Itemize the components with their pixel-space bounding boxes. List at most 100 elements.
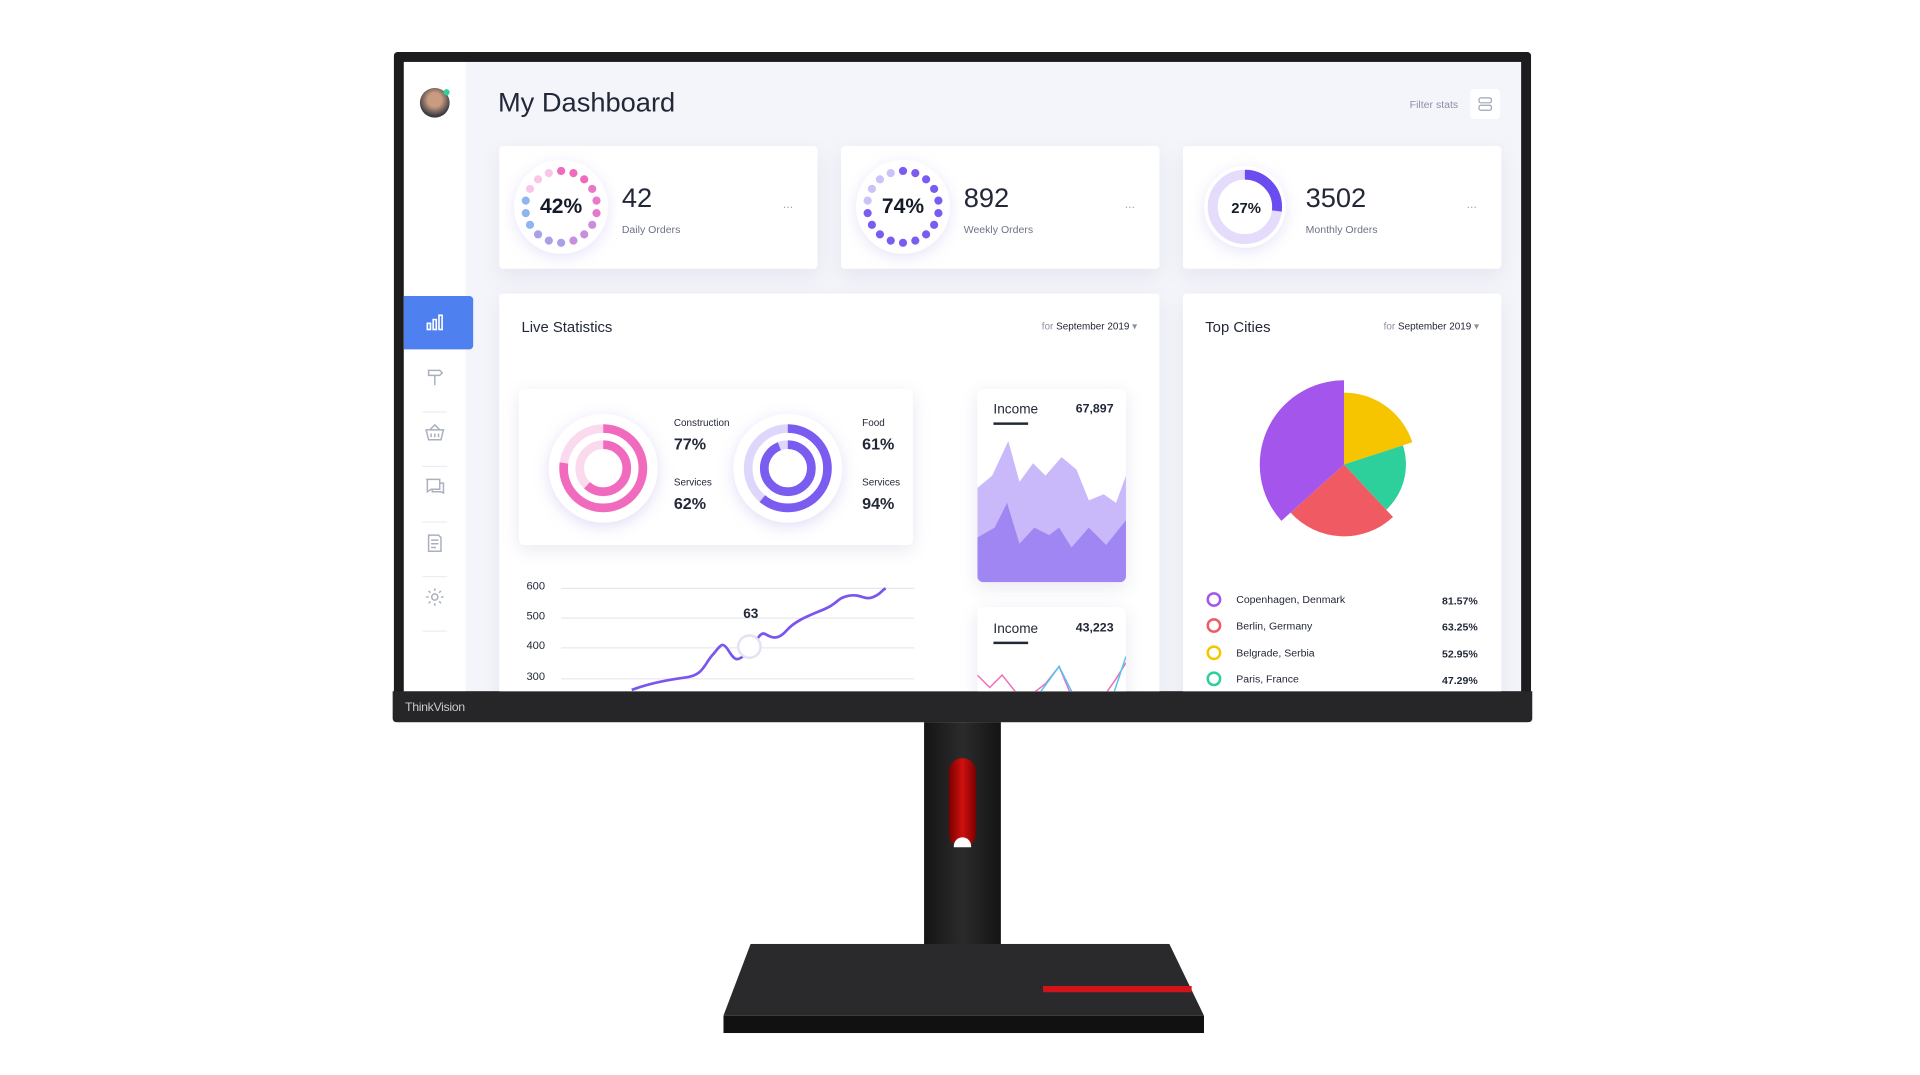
marker-value: 63 xyxy=(743,606,759,621)
city-name: Paris, France xyxy=(1236,672,1299,685)
pie-slice[interactable] xyxy=(1290,464,1393,537)
ring-value: 77% xyxy=(673,434,707,454)
income-card: Income 43,223 xyxy=(977,606,1126,692)
ring-label: Services xyxy=(673,476,712,489)
progress-donut xyxy=(514,159,609,254)
line-marker[interactable] xyxy=(737,634,762,659)
city-name: Copenhagen, Denmark xyxy=(1236,593,1346,606)
progress-dot xyxy=(569,169,578,178)
progress-dot xyxy=(863,209,872,218)
progress-dot xyxy=(592,209,601,218)
progress-dot xyxy=(525,184,535,193)
divider xyxy=(422,411,448,413)
pie-slice[interactable] xyxy=(1343,445,1406,510)
progress-dot xyxy=(867,220,876,229)
y-tick: 600 xyxy=(526,581,545,593)
city-row[interactable]: Paris, France 47.29% xyxy=(1183,670,1501,691)
city-percent: 47.29% xyxy=(1442,673,1478,687)
city-row[interactable]: Berlin, Germany 63.25% xyxy=(1183,617,1501,639)
period-value: September 2019 xyxy=(1397,320,1472,332)
divider xyxy=(422,630,448,632)
chat-icon[interactable] xyxy=(425,477,445,497)
city-row[interactable]: Belgrade, Serbia 52.95% xyxy=(1183,644,1501,666)
progress-dot xyxy=(934,209,943,218)
income-label: Income xyxy=(993,402,1039,418)
progress-dot xyxy=(886,169,895,178)
percent-label: 27% xyxy=(1231,199,1262,217)
income-value: 43,223 xyxy=(1075,621,1114,636)
signpost-icon[interactable] xyxy=(425,367,445,387)
income-value: 67,897 xyxy=(1075,402,1114,417)
line-series xyxy=(631,587,887,692)
gear-icon[interactable] xyxy=(425,587,445,607)
progress-donut xyxy=(1204,165,1286,248)
progress-dot xyxy=(544,169,553,178)
city-color-dot xyxy=(1206,592,1222,607)
basket-icon[interactable] xyxy=(425,422,445,442)
stat-card: 74% 892 Weekly Orders ... xyxy=(841,146,1160,269)
progress-dot xyxy=(930,184,939,193)
filter-stats-button[interactable] xyxy=(1470,89,1501,119)
progress-donut xyxy=(855,159,951,254)
clipboard-icon[interactable] xyxy=(425,533,445,553)
progress-dot xyxy=(886,236,895,245)
income-area-chart xyxy=(977,440,1126,583)
monitor-chin xyxy=(392,691,1533,723)
chevron-down-icon: ▾ xyxy=(1132,320,1138,332)
stat-label: Daily Orders xyxy=(621,222,681,236)
progress-dot xyxy=(875,230,885,239)
y-tick: 500 xyxy=(526,610,545,622)
progress-dot xyxy=(588,184,597,193)
progress-dot xyxy=(875,175,885,184)
city-color-dot xyxy=(1206,644,1222,660)
period-dropdown[interactable]: for September 2019 ▾ xyxy=(1042,321,1137,332)
pie-slice[interactable] xyxy=(1259,380,1344,521)
divider xyxy=(422,521,448,523)
progress-dot xyxy=(533,175,543,184)
progress-dot xyxy=(521,196,530,205)
progress-dot xyxy=(525,220,535,229)
sidebar-item-statistics[interactable] xyxy=(403,296,474,350)
stat-value: 3502 xyxy=(1305,182,1367,214)
cable-clip xyxy=(953,837,972,848)
city-color-dot xyxy=(1206,671,1222,687)
more-menu-button[interactable]: ... xyxy=(1124,198,1136,212)
progress-dot xyxy=(592,196,601,205)
layout-icon xyxy=(1478,97,1493,111)
progress-dot xyxy=(922,175,931,184)
income-label: Income xyxy=(993,621,1039,637)
percent-label: 74% xyxy=(881,194,925,219)
filter-stats-label[interactable]: Filter stats xyxy=(1409,97,1459,111)
underline xyxy=(993,422,1029,425)
stat-label: Monthly Orders xyxy=(1305,222,1378,236)
progress-dot xyxy=(569,236,578,245)
percent-label: 42% xyxy=(540,194,583,219)
more-menu-button[interactable]: ... xyxy=(782,198,794,212)
progress-dot xyxy=(580,175,589,184)
stat-value: 42 xyxy=(621,182,653,214)
city-percent: 81.57% xyxy=(1442,594,1478,607)
progress-dot xyxy=(580,230,589,239)
progress-dot xyxy=(557,166,566,176)
stat-card: 27% 3502 Monthly Orders ... xyxy=(1182,146,1502,269)
progress-dot xyxy=(898,166,908,176)
card-title: Live Statistics xyxy=(521,318,613,336)
pie-slice[interactable] xyxy=(1343,392,1413,465)
monitor-stand-base xyxy=(723,943,1205,1034)
divider xyxy=(422,575,448,578)
city-color-dot xyxy=(1206,618,1222,634)
ring-label: Food xyxy=(862,417,885,429)
progress-dot xyxy=(911,236,920,245)
period-dropdown[interactable]: for September 2019 ▾ xyxy=(1384,321,1479,332)
city-row[interactable]: Copenhagen, Denmark 81.57% xyxy=(1183,591,1501,613)
chevron-down-icon: ▾ xyxy=(1474,320,1480,332)
divider xyxy=(422,465,448,467)
stat-card: 42% 42 Daily Orders ... xyxy=(499,146,818,269)
more-menu-button[interactable]: ... xyxy=(1466,198,1477,212)
progress-dot xyxy=(557,238,566,247)
grid-lines xyxy=(561,587,915,680)
progress-dot xyxy=(930,220,939,229)
progress-dot xyxy=(934,196,943,205)
progress-dot xyxy=(898,238,908,247)
brand-logo: ThinkVision xyxy=(405,701,465,715)
